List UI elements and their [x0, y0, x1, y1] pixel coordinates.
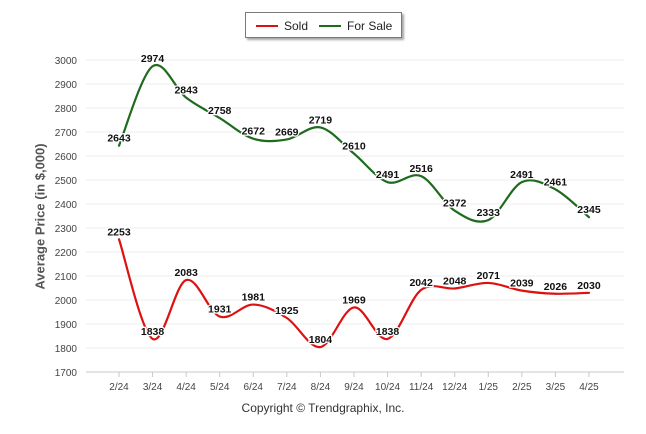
- y-tick-label-2000: 2000: [55, 296, 78, 307]
- data-label-sold-1: 1838: [141, 326, 165, 338]
- data-label-for-sale-5: 2669: [275, 126, 299, 138]
- data-label-sold-5: 1925: [275, 305, 299, 317]
- legend-swatch-for-sale: [319, 25, 341, 27]
- data-label-sold-0: 2253: [107, 226, 131, 238]
- data-label-for-sale-2: 2843: [174, 85, 198, 97]
- y-tick-label-2900: 2900: [55, 80, 78, 91]
- y-tick-label-2300: 2300: [55, 224, 78, 235]
- data-label-for-sale-10: 2372: [443, 198, 467, 210]
- y-tick-label-3000: 3000: [55, 56, 78, 67]
- x-tick-label-4: 6/24: [244, 382, 264, 393]
- y-tick-label-2800: 2800: [55, 104, 78, 115]
- copyright-text: Copyright © Trendgraphix, Inc.: [241, 401, 405, 415]
- y-tick-label-2700: 2700: [55, 128, 78, 139]
- x-tick-label-14: 4/25: [579, 382, 599, 393]
- x-tick-label-2: 4/24: [176, 382, 196, 393]
- y-axis-title: Average Price (in $,000): [32, 142, 48, 290]
- data-label-for-sale-11: 2333: [477, 207, 501, 219]
- series-line-sold: [117, 238, 591, 349]
- x-tick-label-6: 8/24: [311, 382, 331, 393]
- data-label-for-sale-0: 2643: [107, 133, 131, 145]
- legend-item-sold[interactable]: Sold: [256, 19, 308, 33]
- data-label-for-sale-6: 2719: [309, 114, 333, 126]
- y-tick-label-2200: 2200: [55, 248, 78, 259]
- x-tick-label-13: 3/25: [546, 382, 566, 393]
- data-label-for-sale-3: 2758: [208, 105, 232, 117]
- y-tick-label-2500: 2500: [55, 176, 78, 187]
- y-tick-label-1700: 1700: [55, 368, 78, 379]
- x-tick-label-12: 2/25: [512, 382, 532, 393]
- data-label-sold-13: 2026: [544, 281, 568, 293]
- y-tick-label-1800: 1800: [55, 344, 78, 355]
- data-label-for-sale-7: 2610: [342, 141, 366, 153]
- data-label-for-sale-4: 2672: [242, 126, 266, 138]
- x-tick-label-8: 10/24: [375, 382, 400, 393]
- data-label-sold-9: 2042: [409, 277, 433, 289]
- series-line-for-sale: [117, 63, 591, 223]
- data-label-for-sale-1: 2974: [141, 53, 165, 65]
- data-label-sold-10: 2048: [443, 275, 467, 287]
- data-label-sold-2: 2083: [174, 267, 198, 279]
- x-tick-label-7: 9/24: [344, 382, 364, 393]
- legend-item-for-sale[interactable]: For Sale: [319, 19, 392, 33]
- y-tick-label-2600: 2600: [55, 152, 78, 163]
- legend-label-for-sale: For Sale: [347, 19, 393, 33]
- data-label-sold-11: 2071: [477, 270, 501, 282]
- data-label-for-sale-9: 2516: [409, 163, 433, 175]
- y-tick-label-2400: 2400: [55, 200, 78, 211]
- data-label-sold-6: 1804: [309, 334, 333, 346]
- data-label-for-sale-12: 2491: [510, 169, 534, 181]
- series-lines: [117, 63, 591, 349]
- data-label-for-sale-8: 2491: [376, 169, 400, 181]
- data-label-for-sale-14: 2345: [577, 204, 601, 216]
- data-label-sold-14: 2030: [577, 280, 601, 292]
- y-axis-ticks: 1700 1800 1900 2000 2100 2200 2300 2400 2500 2600…: [55, 56, 78, 379]
- data-label-sold-8: 1838: [376, 326, 400, 338]
- x-tick-label-3: 5/24: [210, 382, 230, 393]
- x-axis-ticks: 2/24 3/24 4/24 5/24 6/24 7/24 8/24 9/24 10/24 11/…: [109, 372, 599, 393]
- data-label-sold-12: 2039: [510, 278, 534, 290]
- x-tick-label-10: 12/24: [442, 382, 467, 393]
- x-tick-label-1: 3/24: [143, 382, 163, 393]
- legend-swatch-sold: [256, 25, 278, 27]
- data-label-sold-3: 1931: [208, 304, 232, 316]
- grid-lines: [86, 59, 624, 373]
- y-tick-label-2100: 2100: [55, 272, 78, 283]
- x-tick-label-11: 1/25: [479, 382, 499, 393]
- data-labels: 2253 1838 2083 1931 1981 1925 1804 1969 1838 2042…: [106, 52, 602, 347]
- legend: Sold For Sale: [245, 12, 402, 38]
- y-tick-label-1900: 1900: [55, 320, 78, 331]
- legend-label-sold: Sold: [284, 19, 309, 33]
- data-label-for-sale-13: 2461: [544, 176, 568, 188]
- x-tick-label-5: 7/24: [277, 382, 297, 393]
- x-tick-label-9: 11/24: [409, 382, 434, 393]
- data-label-sold-4: 1981: [242, 292, 266, 304]
- x-tick-label-0: 2/24: [109, 382, 129, 393]
- data-label-sold-7: 1969: [342, 294, 366, 306]
